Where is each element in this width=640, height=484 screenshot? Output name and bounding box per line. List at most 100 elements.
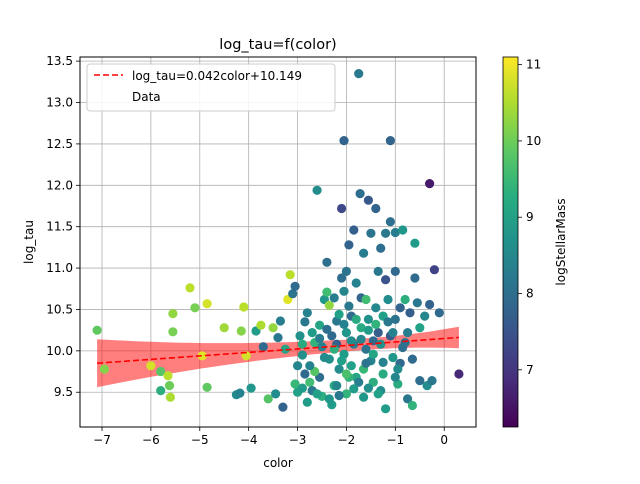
- data-point: [344, 240, 354, 250]
- data-points: [92, 69, 464, 414]
- data-point: [356, 334, 366, 344]
- data-point: [355, 189, 365, 199]
- data-point: [312, 389, 322, 399]
- data-point: [373, 266, 383, 276]
- data-point: [202, 299, 212, 309]
- data-point: [236, 326, 246, 336]
- data-point: [334, 309, 344, 319]
- data-point: [371, 319, 381, 329]
- data-point: [263, 394, 273, 404]
- x-tick-label: −7: [93, 433, 111, 447]
- data-point: [341, 389, 351, 399]
- data-point: [378, 357, 388, 367]
- data-point: [361, 358, 371, 368]
- confidence-band: [97, 326, 459, 388]
- data-point: [337, 356, 347, 366]
- data-point: [393, 364, 403, 374]
- data-point: [351, 278, 361, 288]
- data-point: [305, 377, 315, 387]
- colorbar-tick-label: 10: [526, 134, 541, 148]
- data-point: [381, 228, 391, 238]
- data-point: [146, 361, 156, 371]
- y-axis-ticks: 9.5 10.0 10.5 11.0 11.5 12.0 12.5 13.0 13.5: [46, 54, 80, 399]
- data-point: [290, 379, 300, 389]
- data-point: [339, 319, 349, 329]
- data-point: [278, 402, 288, 412]
- colorbar-tick-label: 8: [526, 286, 534, 300]
- data-point: [334, 364, 344, 374]
- data-point: [235, 388, 245, 398]
- colorbar-ticks: 7 8 9 10 11: [518, 58, 541, 377]
- data-point: [398, 342, 408, 353]
- data-point: [190, 303, 200, 313]
- data-point: [164, 381, 175, 391]
- data-point: [400, 294, 410, 305]
- x-tick-label: −4: [240, 433, 258, 447]
- data-point: [302, 397, 312, 407]
- data-point: [92, 325, 102, 335]
- data-point: [341, 266, 351, 276]
- data-point: [388, 328, 398, 338]
- data-point: [361, 294, 371, 305]
- data-point: [454, 369, 464, 379]
- data-point: [334, 390, 344, 401]
- data-point: [371, 303, 381, 313]
- data-point: [324, 394, 334, 404]
- data-point: [339, 286, 349, 296]
- colorbar-label: logStellarMass: [554, 198, 568, 285]
- data-point: [290, 281, 300, 291]
- data-point: [405, 308, 415, 318]
- data-point: [163, 371, 173, 381]
- y-axis-label: log_tau: [22, 220, 36, 264]
- data-point: [381, 404, 391, 414]
- data-point: [346, 336, 356, 346]
- data-point: [197, 351, 207, 361]
- data-point: [415, 376, 425, 386]
- data-point: [425, 179, 435, 189]
- colorbar-tick-label: 7: [526, 363, 534, 377]
- x-tick-label: −1: [386, 433, 404, 447]
- data-point: [322, 287, 332, 297]
- data-point: [385, 136, 395, 146]
- data-point: [346, 361, 356, 371]
- y-tick-label: 12.5: [46, 137, 73, 151]
- data-point: [280, 344, 290, 354]
- data-point: [407, 354, 417, 364]
- data-point: [349, 384, 359, 394]
- data-point: [322, 257, 332, 267]
- data-point: [383, 317, 393, 327]
- data-point: [315, 320, 325, 330]
- data-point: [288, 289, 298, 299]
- data-point: [300, 369, 310, 379]
- data-point: [341, 369, 351, 379]
- x-axis-label: color: [263, 456, 293, 470]
- data-point: [429, 265, 439, 275]
- data-point: [273, 333, 283, 343]
- confidence-band-layer: [97, 326, 459, 388]
- y-tick-label: 11.0: [46, 261, 73, 275]
- data-point: [341, 328, 351, 338]
- data-point: [271, 389, 281, 399]
- y-tick-label: 10.0: [46, 344, 73, 358]
- y-tick-label: 12.0: [46, 178, 73, 192]
- data-point: [337, 203, 347, 214]
- data-point: [363, 325, 373, 335]
- data-point: [410, 238, 420, 248]
- data-point: [427, 376, 437, 386]
- data-point: [359, 248, 369, 258]
- data-point: [322, 324, 332, 334]
- data-point: [99, 364, 109, 374]
- data-point: [390, 227, 400, 238]
- data-point: [275, 316, 285, 326]
- y-tick-label: 13.0: [46, 96, 73, 110]
- data-point: [373, 389, 383, 399]
- data-point: [165, 392, 175, 402]
- legend-data-label: Data: [132, 90, 161, 104]
- data-point: [297, 339, 307, 349]
- fit-line-layer: [97, 336, 459, 364]
- data-point: [329, 293, 339, 303]
- data-point: [302, 308, 312, 318]
- data-point: [351, 314, 361, 324]
